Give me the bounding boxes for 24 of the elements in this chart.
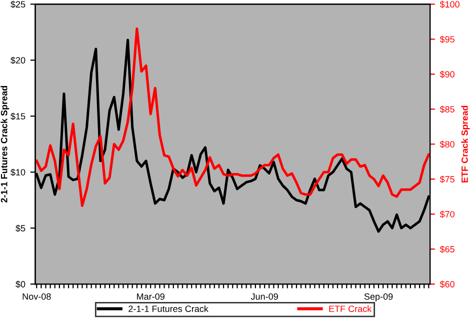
y2-tick-label: $60 [440, 280, 454, 288]
y-tick-label: $25 [10, 0, 26, 8]
y2-tick-label: $65 [440, 246, 454, 253]
x-tick-label: Mar-09 [137, 293, 164, 300]
y2-tick-label: $100 [440, 0, 460, 8]
y-tick-label: $10 [10, 168, 26, 176]
line-series [35, 27, 430, 207]
y-tick-label: $15 [10, 112, 26, 120]
y2-tick-label: $75 [440, 176, 454, 184]
x-tick-label: Sep-09 [364, 293, 393, 302]
legend-label: ETF Crack [329, 305, 372, 312]
y2-tick-label: $95 [440, 36, 454, 44]
y-tick-label: $20 [10, 56, 26, 64]
y-tick-label: $0 [16, 280, 26, 288]
y2-tick-label: $90 [440, 70, 454, 78]
legend-label: 2-1-1 Futures Crack [128, 305, 208, 312]
y2-tick-label: $70 [440, 210, 454, 218]
y2-tick-label: $80 [440, 140, 454, 148]
y2-tick-label: $85 [440, 106, 454, 114]
y-axis-title: 2-1-1 Futures Crack Spread [0, 86, 10, 203]
x-tick-label: Nov-08 [22, 293, 51, 300]
x-tick-label: Jun-09 [250, 293, 278, 300]
y-tick-label: $5 [16, 224, 26, 232]
y2-axis-title: ETF Crack Spread [461, 106, 470, 182]
